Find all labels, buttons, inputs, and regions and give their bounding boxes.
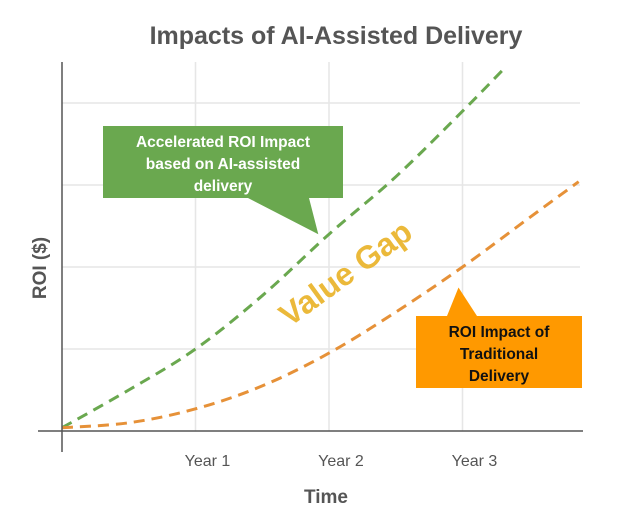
traditional-series-line: [61, 180, 580, 430]
callouts: Accelerated ROI Impact based on AI-assist…: [103, 126, 582, 388]
x-tick-labels: Year 1 Year 2 Year 3: [185, 453, 498, 470]
x-axis-label: Time: [304, 487, 348, 508]
ai-assisted-series-line: [61, 65, 508, 430]
ai-callout-text: delivery: [194, 178, 253, 195]
x-tick-label: Year 1: [185, 453, 231, 470]
ai-callout-text: Accelerated ROI Impact: [136, 134, 310, 151]
x-tick-label: Year 2: [318, 453, 364, 470]
traditional-callout-text: ROI Impact of: [449, 324, 551, 341]
traditional-callout-text: Traditional: [460, 346, 538, 363]
y-axis-label: ROI ($): [30, 237, 51, 299]
ai-callout-box: [103, 126, 343, 235]
ai-callout-text: based on AI-assisted: [146, 156, 300, 173]
chart-title: Impacts of AI-Assisted Delivery: [150, 22, 523, 50]
value-gap-label: Value Gap: [272, 213, 418, 333]
traditional-callout-text: Delivery: [469, 368, 530, 385]
traditional-callout-box: [416, 287, 582, 388]
x-tick-label: Year 3: [452, 453, 498, 470]
